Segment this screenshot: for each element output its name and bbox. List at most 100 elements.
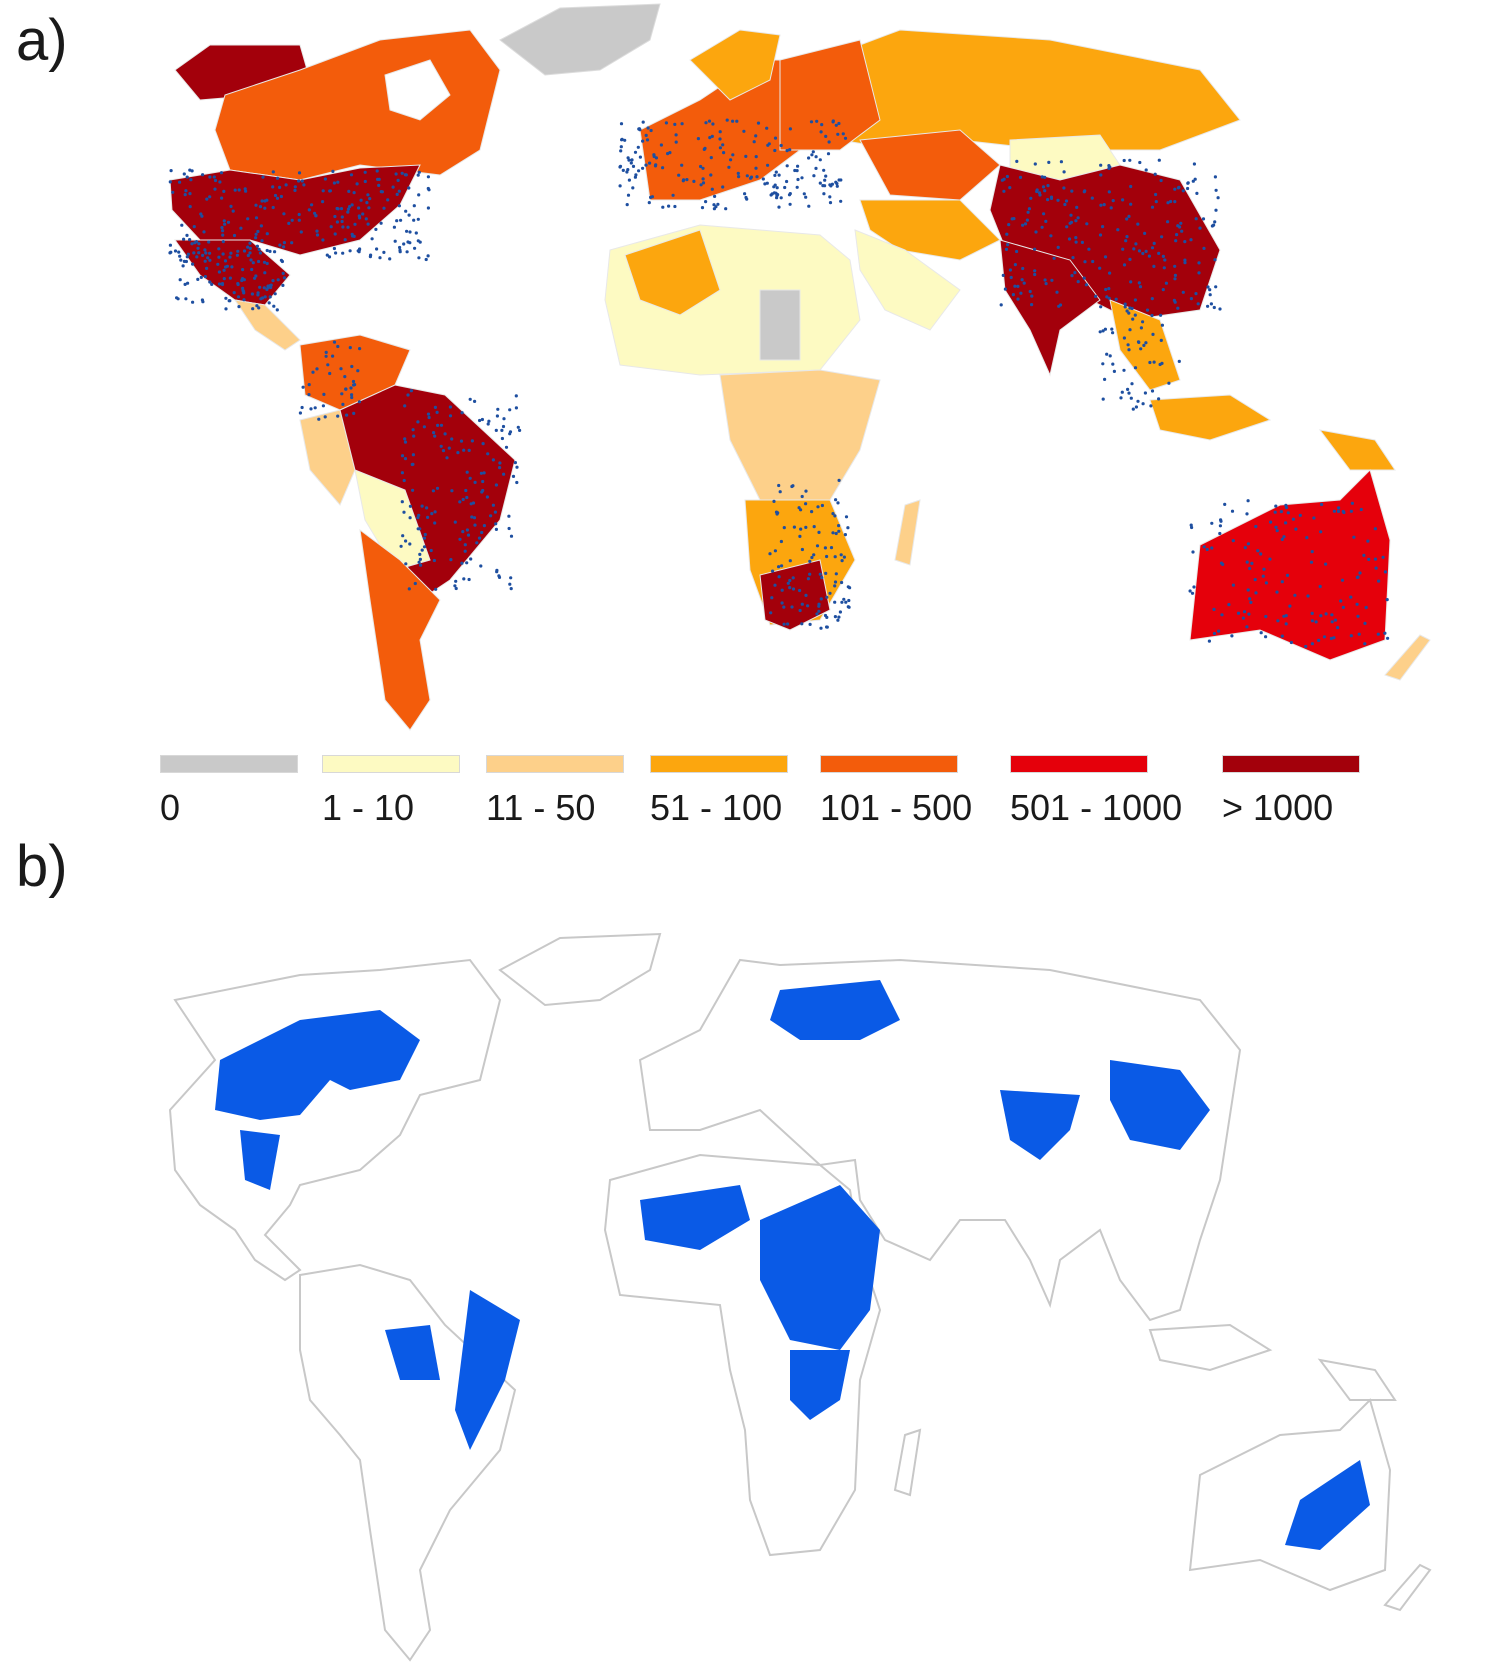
occurrence-point xyxy=(1189,238,1193,242)
occurrence-point xyxy=(696,137,701,141)
occurrence-point xyxy=(743,192,747,196)
occurrence-point xyxy=(494,483,498,487)
occurrence-point xyxy=(188,192,192,196)
chad xyxy=(759,289,801,361)
occurrence-point xyxy=(1133,298,1137,302)
occurrence-point xyxy=(822,168,826,172)
occurrence-point xyxy=(844,515,849,519)
occurrence-point xyxy=(1273,510,1277,514)
occurrence-point xyxy=(498,461,502,465)
occurrence-point xyxy=(812,525,816,529)
occurrence-point xyxy=(462,448,466,452)
occurrence-point xyxy=(840,600,844,604)
occurrence-point xyxy=(843,533,848,537)
occurrence-point xyxy=(820,576,824,580)
occurrence-point xyxy=(777,173,781,177)
occurrence-point xyxy=(785,179,789,184)
occurrence-point xyxy=(282,241,286,245)
occurrence-point xyxy=(1129,184,1133,189)
occurrence-point xyxy=(293,185,297,189)
occurrence-point xyxy=(831,120,835,124)
occurrence-point xyxy=(195,255,199,259)
occurrence-point xyxy=(1249,600,1253,605)
occurrence-point xyxy=(1197,271,1201,275)
occurrence-point xyxy=(321,189,325,193)
occurrence-point xyxy=(1386,636,1390,640)
occurrence-point xyxy=(1073,271,1077,275)
occurrence-point xyxy=(1025,218,1029,222)
occurrence-point xyxy=(459,439,464,443)
occurrence-point xyxy=(431,489,435,493)
occurrence-point xyxy=(848,586,852,590)
occurrence-point xyxy=(1189,297,1193,301)
occurrence-point xyxy=(188,238,192,242)
occurrence-point xyxy=(1298,513,1302,518)
occurrence-point xyxy=(406,240,410,244)
occurrence-point xyxy=(405,229,409,233)
occurrence-point xyxy=(393,239,397,243)
occurrence-point xyxy=(1125,217,1129,221)
occurrence-point xyxy=(1284,506,1289,510)
occurrence-point xyxy=(482,471,486,475)
occurrence-point xyxy=(395,219,399,223)
occurrence-point xyxy=(1191,550,1195,554)
occurrence-point xyxy=(328,371,332,376)
occurrence-point xyxy=(257,306,261,310)
occurrence-point xyxy=(1173,277,1177,281)
occurrence-point xyxy=(495,570,499,574)
occurrence-point xyxy=(1108,271,1112,275)
legend-item-gt-1000: > 1000 xyxy=(1222,755,1360,829)
occurrence-point xyxy=(400,471,404,475)
occurrence-point xyxy=(265,261,269,266)
occurrence-point xyxy=(221,240,225,244)
occurrence-point xyxy=(712,207,717,211)
occurrence-point xyxy=(1087,247,1091,251)
occurrence-point xyxy=(412,204,416,208)
occurrence-point xyxy=(397,189,401,193)
occurrence-point xyxy=(241,268,245,272)
occurrence-point xyxy=(836,501,840,505)
occurrence-point xyxy=(1337,506,1341,510)
occurrence-point xyxy=(404,209,408,213)
occurrence-point xyxy=(1341,605,1345,610)
occurrence-point xyxy=(1003,287,1008,291)
occurrence-point xyxy=(847,605,851,609)
occurrence-point xyxy=(704,121,708,125)
occurrence-point xyxy=(205,266,209,270)
occurrence-point xyxy=(1123,305,1127,309)
occurrence-point xyxy=(1339,599,1343,603)
occurrence-point xyxy=(1179,221,1183,225)
occurrence-point xyxy=(785,149,789,153)
occurrence-point xyxy=(1162,266,1166,270)
occurrence-point xyxy=(242,298,246,302)
occurrence-point xyxy=(430,511,434,516)
occurrence-point xyxy=(379,221,383,225)
occurrence-point xyxy=(631,186,635,190)
occurrence-point xyxy=(835,182,839,186)
occurrence-point xyxy=(1245,625,1249,629)
occurrence-point xyxy=(184,189,188,193)
occurrence-point xyxy=(241,288,245,293)
occurrence-point xyxy=(810,153,814,157)
occurrence-point xyxy=(645,138,650,142)
occurrence-point xyxy=(1131,407,1135,411)
occurrence-point xyxy=(1046,184,1050,188)
occurrence-point xyxy=(202,230,206,234)
occurrence-point xyxy=(1264,635,1268,639)
occurrence-point xyxy=(1028,289,1032,294)
occurrence-point xyxy=(1075,205,1079,209)
occurrence-point xyxy=(1294,527,1298,531)
occurrence-point xyxy=(417,560,421,564)
occurrence-point xyxy=(336,180,340,184)
occurrence-point xyxy=(199,275,203,279)
occurrence-point xyxy=(1099,163,1103,167)
occurrence-point xyxy=(290,218,294,222)
occurrence-point xyxy=(168,180,172,184)
occurrence-point xyxy=(777,565,781,569)
occurrence-point xyxy=(458,500,462,504)
occurrence-point xyxy=(221,252,225,256)
occurrence-point xyxy=(1129,202,1133,206)
occurrence-point xyxy=(1069,220,1074,224)
occurrence-point xyxy=(259,224,263,228)
occurrence-point xyxy=(379,190,383,194)
